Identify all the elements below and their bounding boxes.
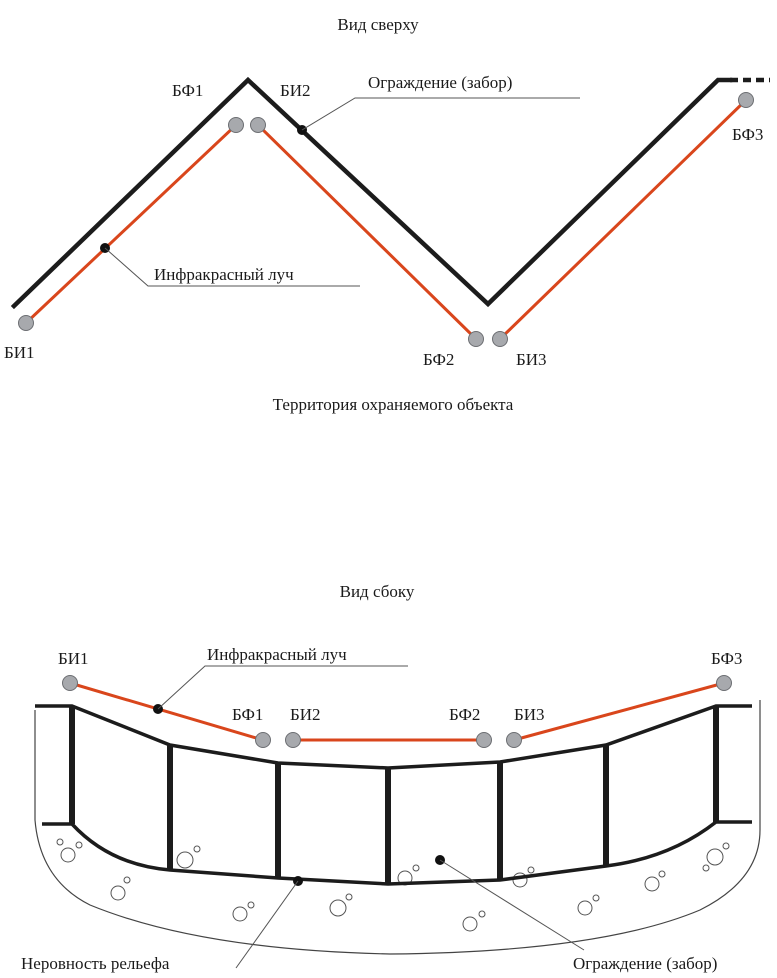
side-label-fence: Ограждение (забор): [573, 954, 717, 973]
side-fence-bottom-rail: [42, 820, 752, 886]
top-label-bi1: БИ1: [4, 343, 35, 362]
top-label-fence: Ограждение (забор): [368, 73, 512, 92]
side-fence-leader: [439, 859, 585, 951]
top-device-bi3: [492, 331, 508, 347]
top-ir-beam: [24, 123, 238, 325]
side-fence-top-rail: [35, 704, 752, 770]
top-label-bi2: БИ2: [280, 81, 311, 100]
top-device-bi1: [18, 315, 34, 331]
side-device-bi3: [506, 732, 522, 748]
top-label-bf2: БФ2: [423, 350, 454, 369]
ground-outline: [34, 700, 761, 955]
side-device-bf2: [476, 732, 492, 748]
side-device-bf1: [255, 732, 271, 748]
top-view-title: Вид сверху: [337, 15, 419, 34]
side-view-title: Вид сбоку: [340, 582, 415, 601]
top-device-bf1: [228, 117, 244, 133]
top-device-bf3: [738, 92, 754, 108]
side-label-bf2: БФ2: [449, 705, 480, 724]
top-device-bf2: [468, 331, 484, 347]
side-label-bf1: БФ1: [232, 705, 263, 724]
side-label-bf3: БФ3: [711, 649, 742, 668]
side-label-bi1: БИ1: [58, 649, 89, 668]
top-label-bf1: БФ1: [172, 81, 203, 100]
top-label-bi3: БИ3: [516, 350, 547, 369]
side-label-terrain: Неровность рельефа: [21, 954, 170, 973]
ground-pebbles: [56, 838, 730, 932]
side-ir-beam: [69, 681, 264, 742]
top-label-beam: Инфракрасный луч: [154, 265, 294, 284]
side-label-bi3: БИ3: [514, 705, 545, 724]
side-device-bf3: [716, 675, 732, 691]
top-beam-leader: [104, 247, 360, 287]
top-device-bi2: [250, 117, 266, 133]
side-device-bi2: [285, 732, 301, 748]
side-view: Вид сбоку: [21, 582, 761, 973]
top-ir-beam-2: [256, 123, 478, 341]
terrain-leader: [235, 880, 299, 969]
top-view-footer: Территория охраняемого объекта: [273, 395, 514, 414]
top-fence-line: [10, 76, 733, 310]
top-label-bf3: БФ3: [732, 125, 763, 144]
side-beam-leader: [157, 665, 408, 710]
side-device-bi1: [62, 675, 78, 691]
top-view: Вид сверху БФ1 БИ2 Ограждение (забор) БФ…: [4, 15, 770, 414]
side-label-bi2: БИ2: [290, 705, 321, 724]
top-fence-leader: [301, 97, 580, 131]
side-ir-beam-3: [513, 681, 725, 742]
top-ir-beam-3: [498, 98, 748, 341]
side-label-beam: Инфракрасный луч: [207, 645, 347, 664]
